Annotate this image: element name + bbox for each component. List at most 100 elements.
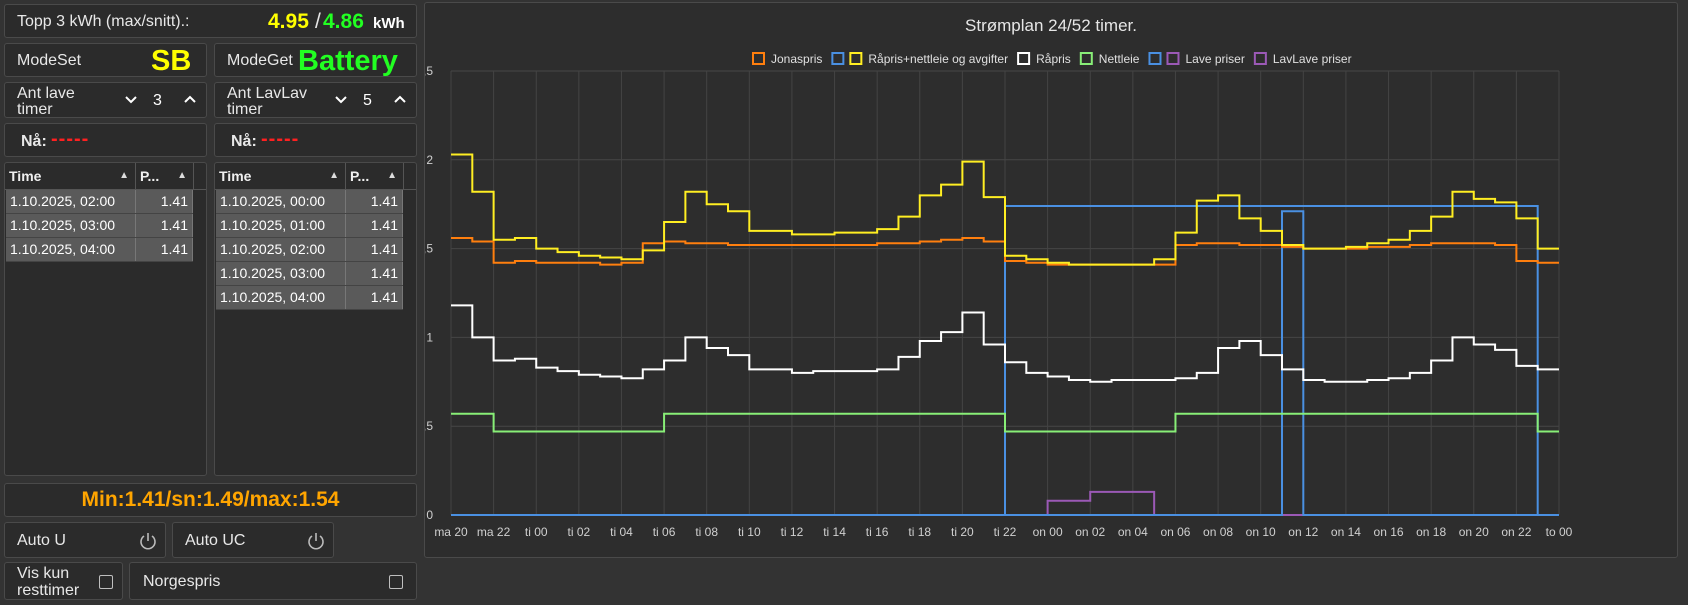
x-tick-label: ti 06 [653,525,676,539]
modeget-value: Battery [298,45,398,77]
table-cell-time: 1.10.2025, 02:00 [216,238,346,261]
x-tick-label: on 18 [1416,525,1446,539]
lavlav-hours-table[interactable]: Time ▲ P... ▲ 1.10.2025, 00:00 1.41 1.10… [214,162,417,476]
x-tick-label: on 22 [1501,525,1531,539]
vis-kun-resttimer-checkbox[interactable]: Vis kun resttimer [4,562,123,600]
column-header-time[interactable]: Time ▲ [5,163,136,189]
x-tick-label: on 16 [1374,525,1404,539]
legend-swatch [752,52,765,65]
table-cell-price: 1.41 [346,238,403,261]
modeset-panel: ModeSet SB [4,43,207,77]
table-cell-price: 1.41 [346,286,403,309]
ant-lavlav-label-1: Ant LavLav [227,85,308,102]
x-tick-label: to 00 [1546,525,1573,539]
x-tick-label: on 14 [1331,525,1361,539]
norgespris-label: Norgespris [143,573,221,590]
legend-swatch [1017,52,1031,65]
na-panel-2: Nå: ----- [214,123,417,157]
table-row[interactable]: 1.10.2025, 02:00 1.41 [216,238,403,262]
ant-lavlav-label-2: timer [227,101,263,118]
power-icon[interactable] [138,531,158,551]
vis-kun-label-1: Vis kun [17,565,70,582]
table-row[interactable]: 1.10.2025, 03:00 1.41 [216,262,403,286]
table-row[interactable]: 1.10.2025, 04:00 1.41 [6,238,193,262]
series-line-r-pris-nettleie-og-avgifter [451,153,1559,266]
chart-panel: Strømplan 24/52 timer. Jonaspris Råpris+n… [424,2,1678,558]
top-kwh-panel: Topp 3 kWh (max/snitt).: 4.95 / 4.86 kWh [4,4,417,38]
table-cell-time: 1.10.2025, 02:00 [6,190,136,213]
y-tick-label: 2,5 [425,64,433,78]
ant-lave-label-2: timer [17,101,53,118]
series-line-nettleie [451,412,1559,433]
legend-swatch [831,52,845,65]
chevron-up-icon[interactable] [183,94,197,104]
column-header-price[interactable]: P... ▲ [346,163,404,189]
column-header-time[interactable]: Time ▲ [215,163,346,189]
x-tick-label: ti 16 [866,525,889,539]
legend-label: Jonaspris [771,52,822,66]
norgespris-checkbox[interactable]: Norgespris [129,562,417,600]
x-tick-label: ti 04 [610,525,633,539]
auto-uc-toggle[interactable]: Auto UC [172,522,334,558]
auto-u-label: Auto U [17,532,66,549]
table-cell-time: 1.10.2025, 00:00 [216,190,346,213]
ant-lavlav-spinner[interactable]: Ant LavLav timer 5 [214,82,417,118]
ant-lave-spinner[interactable]: Ant lave timer 3 [4,82,207,118]
x-tick-label: ti 18 [908,525,931,539]
table-row[interactable]: 1.10.2025, 00:00 1.41 [216,190,403,214]
ant-lave-label-1: Ant lave [17,85,75,102]
sort-up-icon: ▲ [387,170,397,181]
auto-uc-label: Auto UC [185,532,246,549]
low-hours-table[interactable]: Time ▲ P... ▲ 1.10.2025, 02:00 1.41 1.10… [4,162,207,476]
sort-up-icon: ▲ [177,170,187,181]
checkbox-icon[interactable] [99,575,113,589]
top-kwh-label: Topp 3 kWh (max/snitt).: [17,13,190,30]
table-row[interactable]: 1.10.2025, 01:00 1.41 [216,214,403,238]
top-kwh-max: 4.95 [268,10,309,33]
y-tick-label: 0,5 [425,419,433,433]
x-tick-label: ti 22 [994,525,1017,539]
legend-swatch [1166,52,1180,65]
power-icon[interactable] [306,531,326,551]
x-tick-label: ti 20 [951,525,974,539]
table-cell-time: 1.10.2025, 03:00 [6,214,136,237]
x-tick-label: ti 14 [823,525,846,539]
chart-legend: Jonaspris Råpris+nettleie og avgifter Råpr… [752,52,1352,66]
table-row[interactable]: 1.10.2025, 03:00 1.41 [6,214,193,238]
chevron-down-icon[interactable] [124,95,138,105]
x-tick-label: ma 20 [434,525,468,539]
x-tick-label: ti 02 [568,525,591,539]
chart-grid [450,70,1560,516]
column-header-price[interactable]: P... ▲ [136,163,194,189]
ant-lave-value[interactable]: 3 [153,92,162,109]
legend-label: Råpris+nettleie og avgifter [868,52,1008,66]
x-tick-label: on 02 [1075,525,1105,539]
x-tick-label: on 10 [1246,525,1276,539]
legend-label: Lave priser [1185,52,1244,66]
legend-swatch [1079,52,1093,65]
ant-lavlav-value[interactable]: 5 [363,92,372,109]
auto-u-toggle[interactable]: Auto U [4,522,166,558]
table-cell-price: 1.41 [136,214,193,237]
table-cell-price: 1.41 [136,238,193,261]
y-tick-label: 1 [426,330,433,344]
x-tick-label: ti 00 [525,525,548,539]
price-summary-panel: Min:1.41/sn:1.49/max:1.54 [4,483,417,517]
modeset-value: SB [151,45,192,77]
legend-swatch [1148,52,1162,65]
table-cell-price: 1.41 [346,262,403,285]
modeset-label: ModeSet [17,52,82,69]
table-row[interactable]: 1.10.2025, 04:00 1.41 [216,286,403,310]
x-tick-label: ti 12 [781,525,804,539]
legend-swatch [849,52,863,65]
table-cell-time: 1.10.2025, 03:00 [216,262,346,285]
chevron-down-icon[interactable] [334,95,348,105]
chevron-up-icon[interactable] [393,94,407,104]
table-row[interactable]: 1.10.2025, 02:00 1.41 [6,190,193,214]
na-value-2: ----- [261,128,300,150]
na-value-1: ----- [51,128,90,150]
checkbox-icon[interactable] [389,575,403,589]
x-tick-label: on 12 [1288,525,1318,539]
x-axis: ma 20 ma 22 ti 00 ti 02 ti 04 ti 06 ti 08 ti 10… [434,525,1572,539]
legend-label: LavLave priser [1273,52,1352,66]
